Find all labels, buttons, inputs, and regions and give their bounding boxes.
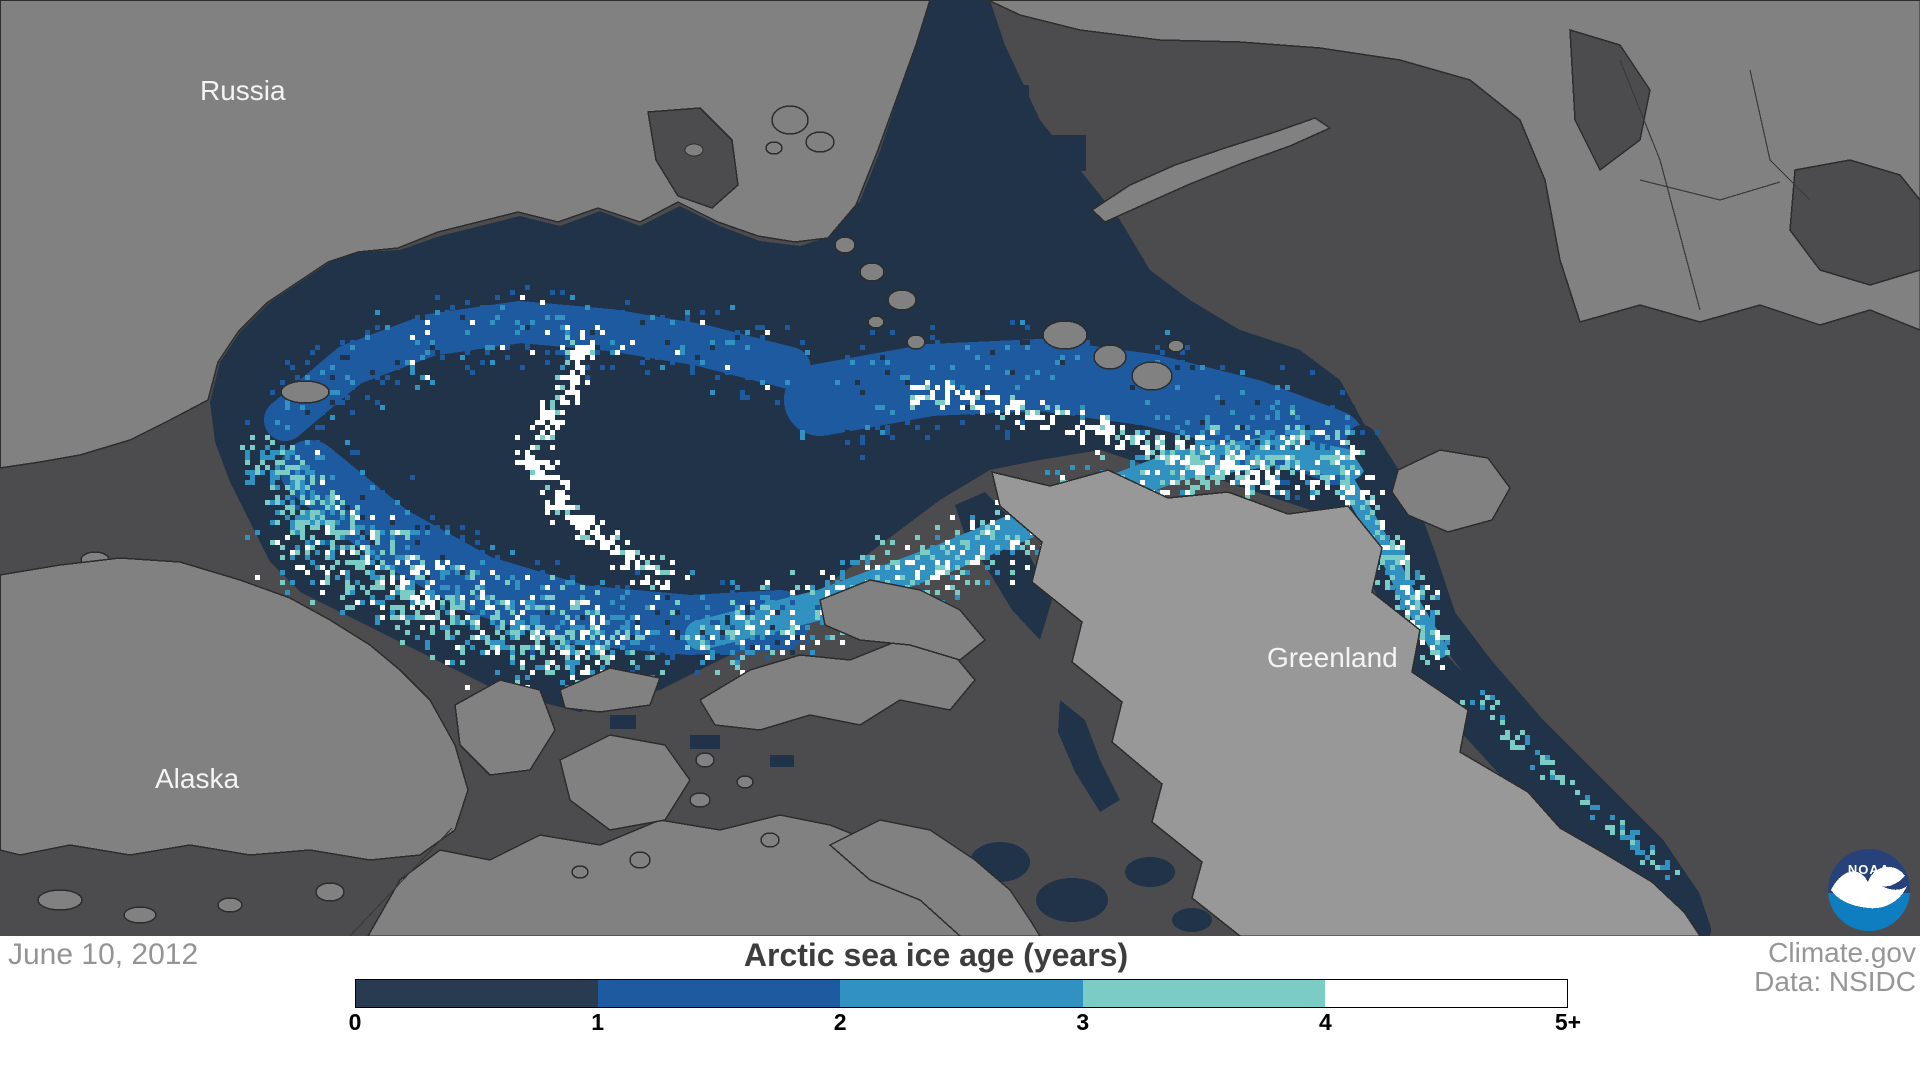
legend-tick: 2	[833, 1009, 847, 1035]
legend-title: Arctic sea ice age (years)	[743, 937, 1129, 973]
legend-segment	[356, 980, 599, 1007]
label-russia: Russia	[200, 75, 286, 106]
noaa-logo-text: NOAA	[1848, 862, 1890, 877]
label-alaska: Alaska	[155, 763, 239, 794]
land-iceland	[1391, 449, 1511, 533]
label-greenland: Greenland	[1267, 642, 1398, 673]
legend-segment	[1324, 980, 1568, 1007]
land-novaya-zemlya	[1090, 117, 1332, 223]
legend-tick: 3	[1076, 1009, 1090, 1035]
inland-water	[647, 28, 1920, 286]
legend-tick: 0	[348, 1009, 362, 1035]
legend-tick: 4	[1318, 1009, 1332, 1035]
noaa-logo: NOAA	[1828, 849, 1910, 931]
date-label: June 10, 2012	[8, 938, 199, 971]
bay-island	[684, 143, 704, 157]
land-alaska	[0, 557, 469, 861]
legend-color-bar	[355, 979, 1568, 1008]
attribution-data-source: Data: NSIDC	[1754, 966, 1916, 997]
attribution-source: Climate.gov	[1768, 937, 1916, 968]
legend-segment	[840, 980, 1083, 1007]
land-greenland	[990, 469, 1701, 936]
attribution-block: Climate.gov Data: NSIDC	[1754, 938, 1916, 996]
legend-tick-row: 0 1 2 3 4 5+	[349, 1009, 1582, 1039]
land-scandinavia	[987, 0, 1920, 331]
bottom-band	[0, 936, 1920, 1080]
legend-segment	[598, 980, 841, 1007]
legend-tick: 5+	[1554, 1009, 1582, 1035]
arctic-map-svg: Russia Alaska Greenland NOAA	[0, 0, 1920, 936]
legend-segment	[1082, 980, 1325, 1007]
legend-tick: 1	[591, 1009, 604, 1035]
border-lines	[349, 59, 1811, 936]
map-area: Russia Alaska Greenland NOAA	[0, 0, 1920, 936]
